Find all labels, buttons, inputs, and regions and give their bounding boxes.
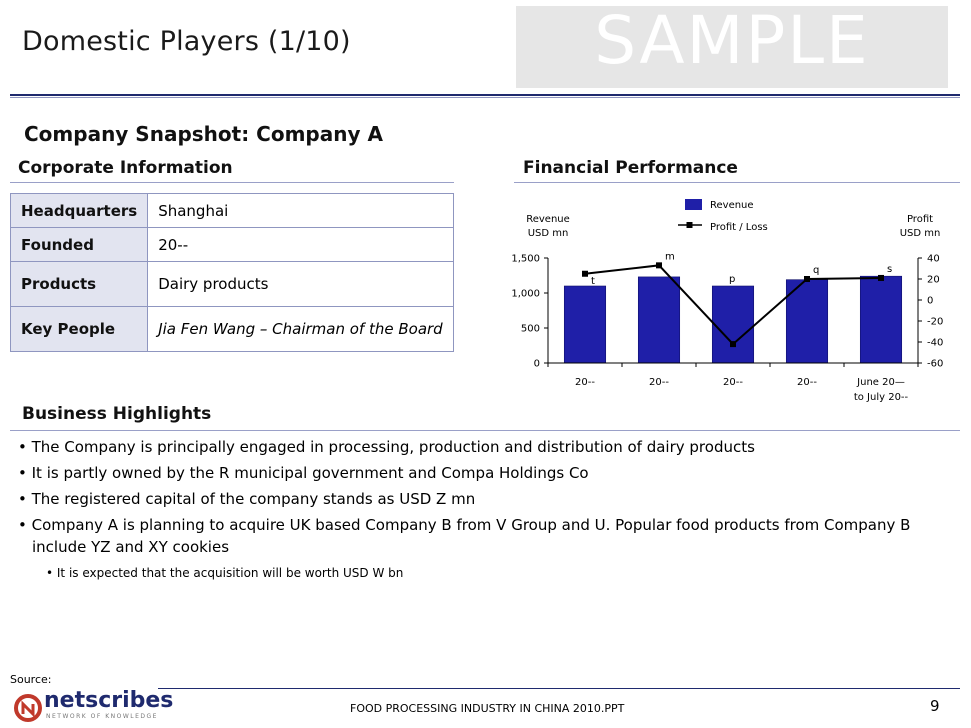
profit-point-label: p <box>729 274 735 285</box>
profit-point <box>878 274 884 281</box>
page-number: 9 <box>930 697 940 715</box>
legend-swatch-revenue <box>685 199 702 210</box>
list-item: • Company A is planning to acquire UK ba… <box>18 516 911 556</box>
corporate-heading-rule <box>10 182 454 183</box>
corporate-heading: Corporate Information <box>18 158 233 178</box>
x-tick-label: to July 20-- <box>854 392 909 403</box>
revenue-bar <box>785 279 829 364</box>
business-heading: Business Highlights <box>22 404 212 424</box>
business-bullets: • The Company is principally engaged in … <box>18 436 948 584</box>
revenue-bar <box>711 285 755 364</box>
profit-point-label: m <box>665 251 675 262</box>
financial-heading: Financial Performance <box>523 158 738 178</box>
corporate-table: Headquarters Shanghai Founded 20-- Produ… <box>9 193 454 352</box>
revenue-bar <box>563 285 607 364</box>
y-axis-left-label-line: Revenue <box>526 214 570 225</box>
y-axis-left-label: Revenue USD mn <box>526 214 570 239</box>
y-axis-left-label-line: USD mn <box>528 228 569 239</box>
y-right-tick-label: 40 <box>927 254 940 265</box>
legend-label-profit: Profit / Loss <box>710 222 768 233</box>
y-axis-right-label-line: USD mn <box>900 228 941 239</box>
y-right-tick-label: -20 <box>927 317 943 328</box>
chart-legend: Revenue Profit / Loss <box>678 199 768 233</box>
netscribes-logo: netscribes <box>44 688 174 713</box>
row-value: Shanghai <box>147 193 454 228</box>
row-label: Products <box>9 261 149 307</box>
y-right-tick-label: -60 <box>927 359 943 370</box>
logo-tagline: NETWORK OF KNOWLEDGE <box>46 713 158 720</box>
header-rule <box>10 94 960 96</box>
snapshot-title: Company Snapshot: Company A <box>24 122 383 146</box>
revenue-bar <box>859 275 903 364</box>
y-left-tick-label: 1,000 <box>511 289 540 300</box>
table-row: Founded 20-- <box>9 227 454 262</box>
row-value: Dairy products <box>147 261 454 307</box>
profit-point <box>804 276 810 282</box>
list-item: • The registered capital of the company … <box>18 490 476 508</box>
revenue-bar <box>637 276 681 364</box>
x-tick-label: 20-- <box>575 377 595 388</box>
row-label: Key People <box>9 306 149 352</box>
profit-point-label: s <box>887 264 892 275</box>
y-left-tick-label: 0 <box>534 359 540 370</box>
netscribes-logo-icon <box>14 694 42 722</box>
y-right-tick-label: 20 <box>927 275 940 286</box>
document-name: FOOD PROCESSING INDUSTRY IN CHINA 2010.P… <box>350 702 625 715</box>
header-rule-thin <box>10 97 960 98</box>
table-row: Headquarters Shanghai <box>9 193 454 228</box>
watermark-box <box>516 6 948 88</box>
table-row: Products Dairy products <box>9 261 454 307</box>
x-tick-label: June 20— <box>856 377 905 388</box>
legend-label-revenue: Revenue <box>710 200 754 211</box>
y-left-tick-label: 500 <box>521 324 540 335</box>
y-right-tick-label: 0 <box>927 296 933 307</box>
sub-list-item: • It is expected that the acquisition wi… <box>46 566 404 580</box>
table-row: Key People Jia Fen Wang – Chairman of th… <box>9 306 454 352</box>
x-tick-label: 20-- <box>723 377 743 388</box>
y-axis-right-label: Profit USD mn <box>900 214 941 239</box>
financial-chart: Revenue USD mn Profit USD mn Revenue Profit… <box>511 199 943 403</box>
profit-point <box>582 270 588 277</box>
row-value: Jia Fen Wang – Chairman of the Board <box>147 306 454 352</box>
profit-point-label: q <box>813 265 819 276</box>
financial-heading-rule <box>514 182 960 183</box>
source-label: Source: <box>10 673 52 686</box>
profit-point <box>730 341 736 348</box>
row-label: Founded <box>9 227 149 262</box>
x-tick-label: 20-- <box>797 377 817 388</box>
watermark-text: SAMPLE <box>594 2 870 79</box>
footer-rule <box>158 688 960 689</box>
page-title: Domestic Players (1/10) <box>22 26 351 57</box>
row-label: Headquarters <box>9 193 149 228</box>
row-value: 20-- <box>147 227 454 262</box>
y-left-tick-label: 1,500 <box>511 254 540 265</box>
legend-marker-profit <box>686 222 693 228</box>
y-axis-right-label-line: Profit <box>907 214 933 225</box>
profit-point-label: t <box>591 276 595 287</box>
list-item: • The Company is principally engaged in … <box>18 438 755 456</box>
profit-point <box>656 262 662 269</box>
list-item: • It is partly owned by the R municipal … <box>18 464 589 482</box>
y-right-tick-label: -40 <box>927 338 943 349</box>
x-tick-label: 20-- <box>649 377 669 388</box>
business-heading-rule <box>10 430 960 431</box>
